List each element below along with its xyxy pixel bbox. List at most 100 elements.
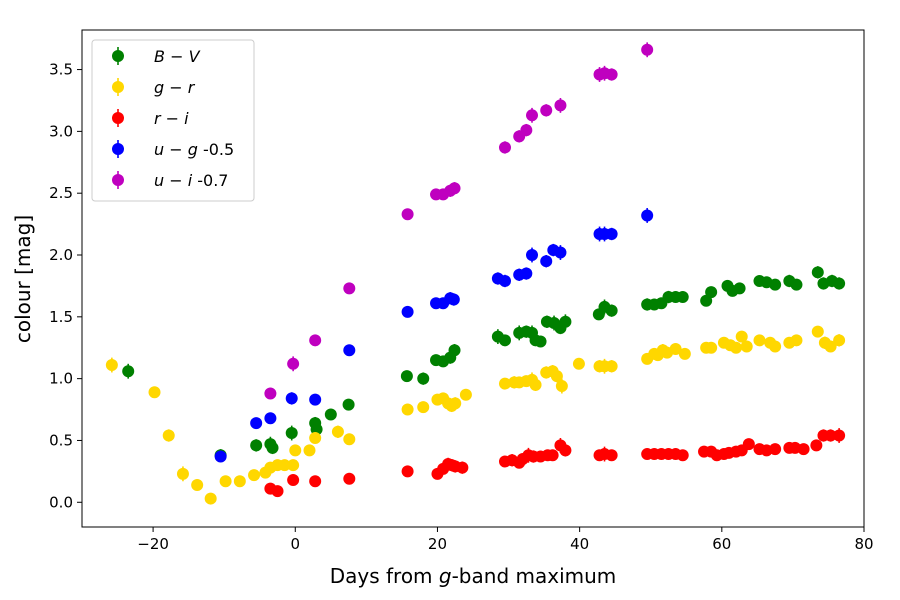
y-tick-label: 3.0 [49,122,73,140]
data-point [448,344,461,357]
data-point [555,380,568,393]
data-point [572,357,585,370]
legend: B − V g − r r − i u − g -0.5 u − i -0.7 [91,39,255,202]
legend-label: u − i -0.7 [154,171,228,190]
data-point [148,386,161,399]
data-point [343,472,356,485]
series-g-r [105,325,846,505]
data-point [824,429,837,442]
data-point [417,372,430,385]
data-point [676,291,689,304]
legend-marker [112,143,124,155]
data-point [248,469,261,482]
data-point [448,182,461,195]
legend-marker [112,174,124,186]
data-point [811,325,824,338]
data-point [554,246,567,259]
data-point [833,334,846,347]
y-tick-label: 2.0 [49,246,73,264]
data-point [797,443,810,456]
data-point [678,347,691,360]
legend-label: g − r [154,78,196,97]
data-point [676,449,689,462]
data-point [705,286,718,299]
data-point [309,475,322,488]
data-point [401,465,414,478]
data-point [343,282,356,295]
data-point [285,427,298,440]
data-point [401,208,414,221]
x-axis-label: Days from g-band maximum [330,564,617,588]
data-point [105,359,118,372]
data-point [456,461,469,474]
data-point [520,124,533,137]
data-point [342,398,355,411]
data-point [324,408,337,421]
data-point [790,334,803,347]
x-tick-label: 40 [570,535,589,553]
data-point [753,334,766,347]
data-point [526,249,539,262]
data-point [540,255,553,268]
data-point [417,401,430,414]
data-point [309,431,322,444]
y-tick-label: 3.5 [49,61,73,79]
y-tick-label: 0.0 [49,493,73,511]
data-point [289,444,302,457]
data-point [810,439,823,452]
y-tick-label: 1.0 [49,370,73,388]
x-tick-label: 0 [290,535,300,553]
data-point [641,209,654,222]
x-axis: −20 0 20 40 60 80 [137,527,874,553]
data-point [833,429,846,442]
data-point [769,340,782,353]
data-point [733,282,746,295]
data-point [271,485,284,498]
y-tick-label: 2.5 [49,184,73,202]
legend-label: r − i [154,109,189,128]
data-point [122,365,135,378]
plot-area [105,42,846,505]
data-point [219,475,232,488]
data-point [278,459,291,472]
data-point [343,433,356,446]
data-point [730,341,743,354]
data-point [534,335,547,348]
data-point [343,344,356,357]
data-point [520,267,533,280]
data-point [669,342,682,355]
legend-label: u − g -0.5 [154,140,234,159]
data-point [266,441,279,454]
data-point [605,227,618,240]
y-axis-label: colour [mag] [11,215,35,343]
data-point [287,357,300,370]
data-point [769,278,782,291]
data-point [811,266,824,279]
data-point [498,377,511,390]
data-point [309,393,322,406]
data-point [401,403,414,416]
legend-marker [112,112,124,124]
data-point [449,397,462,410]
data-point [176,467,189,480]
legend-marker [112,81,124,93]
data-point [735,330,748,343]
data-point [400,370,413,383]
data-point [331,425,344,438]
data-point [191,478,204,491]
legend-marker [112,50,124,62]
data-point [540,104,553,117]
data-point [605,449,618,462]
x-tick-label: 80 [854,535,873,553]
data-point [204,492,217,505]
data-point [559,315,572,328]
data-point [162,429,175,442]
data-point [401,305,414,318]
plot-frame [81,29,865,528]
data-point [824,340,837,353]
x-tick-label: −20 [137,535,169,553]
y-axis: 0.0 0.5 1.0 1.5 2.0 2.5 3.0 3.5 [49,61,82,511]
data-point [605,68,618,81]
series-b-v [122,266,846,462]
